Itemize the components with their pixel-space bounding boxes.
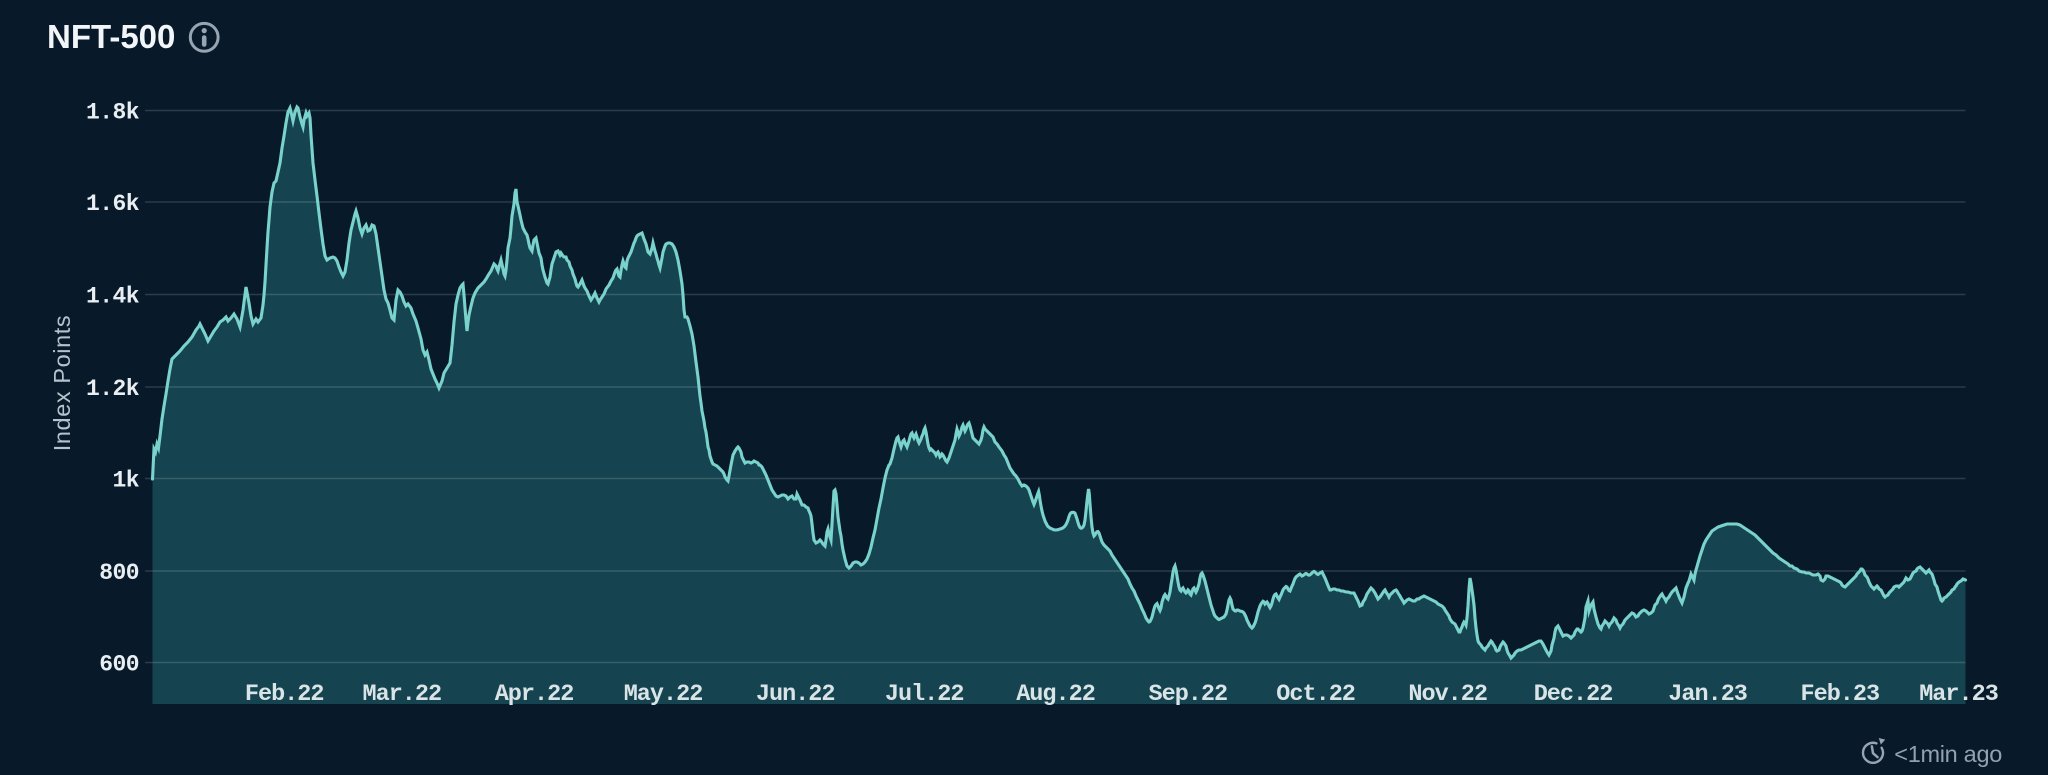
svg-text:Mar.23: Mar.23 [1919,681,1998,708]
svg-text:Feb.22: Feb.22 [245,681,324,708]
svg-text:1k: 1k [112,468,139,494]
svg-text:Nov.22: Nov.22 [1408,681,1487,708]
svg-text:1.6k: 1.6k [86,191,140,217]
svg-text:1.4k: 1.4k [86,284,140,310]
svg-text:NFT-500: NFT-500 [47,18,175,55]
svg-text:Sep.22: Sep.22 [1148,681,1227,708]
svg-text:Feb.23: Feb.23 [1800,681,1879,708]
svg-text:Mar.22: Mar.22 [362,681,441,708]
svg-text:1.2k: 1.2k [86,376,140,402]
svg-text:600: 600 [99,652,139,678]
svg-text:Dec.22: Dec.22 [1534,681,1613,708]
svg-text:Jan.23: Jan.23 [1668,681,1747,708]
svg-text:Jul.22: Jul.22 [885,681,964,708]
svg-text:800: 800 [99,560,139,586]
svg-text:Jun.22: Jun.22 [756,681,835,708]
svg-text:Oct.22: Oct.22 [1276,681,1355,708]
svg-text:Apr.22: Apr.22 [495,681,574,708]
svg-text:<1min ago: <1min ago [1894,741,2002,767]
svg-text:Index Points: Index Points [49,315,75,452]
svg-text:Aug.22: Aug.22 [1016,681,1095,708]
svg-text:1.8k: 1.8k [86,100,140,126]
svg-text:May.22: May.22 [624,681,703,708]
